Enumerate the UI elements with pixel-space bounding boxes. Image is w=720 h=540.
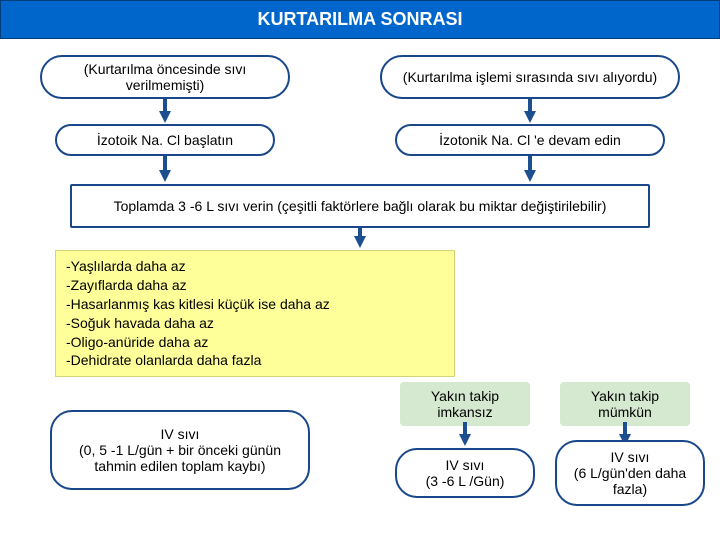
arrow-down-icon: [159, 170, 171, 182]
node-follow-yes: Yakın takip mümkün: [560, 382, 690, 426]
arrow-down-icon: [159, 111, 171, 123]
node-right-action: İzotonik Na. Cl 'e devam edin: [395, 124, 665, 156]
node-left-start: (Kurtarılma öncesinde sıvı verilmemişti): [40, 55, 290, 99]
node-follow-no: Yakın takip imkansız: [400, 382, 530, 426]
node-iv-mid: IV sıvı (3 -6 L /Gün): [395, 448, 535, 498]
arrow-down-icon: [459, 434, 471, 446]
node-iv-right: IV sıvı (6 L/gün'den daha fazla): [555, 440, 705, 506]
page-title: KURTARILMA SONRASI: [0, 0, 720, 39]
node-merge: Toplamda 3 -6 L sıvı verin (çeşitli fakt…: [70, 184, 650, 228]
yellow-info-box: -Yaşlılarda daha az -Zayıflarda daha az …: [55, 250, 455, 377]
arrow-down-icon: [524, 170, 536, 182]
node-right-start: (Kurtarılma işlemi sırasında sıvı alıyor…: [380, 55, 680, 99]
arrow-down-icon: [354, 236, 366, 248]
node-iv-left: IV sıvı (0, 5 -1 L/gün + bir önceki günü…: [50, 410, 310, 490]
arrow-down-icon: [524, 111, 536, 123]
node-left-action: İzotoik Na. Cl başlatın: [55, 124, 275, 156]
